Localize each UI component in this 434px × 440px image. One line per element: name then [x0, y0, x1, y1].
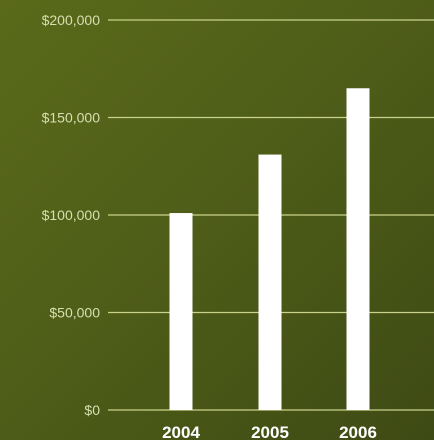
y-tick-label: $0 — [84, 402, 100, 418]
x-axis-category-labels: 2004 2005 2006 — [162, 423, 377, 440]
bar-2004 — [169, 213, 193, 410]
y-tick-label: $150,000 — [42, 110, 101, 126]
y-axis-tick-labels: $0 $50,000 $100,000 $150,000 $200,000 — [42, 12, 101, 418]
y-tick-label: $200,000 — [42, 12, 101, 28]
bars — [169, 88, 370, 410]
bar-2006 — [346, 88, 370, 410]
y-tick-label: $100,000 — [42, 207, 101, 223]
x-category-label: 2004 — [162, 423, 200, 440]
bar-2005 — [258, 154, 282, 410]
x-category-label: 2005 — [251, 423, 289, 440]
x-category-label: 2006 — [339, 423, 377, 440]
y-tick-label: $50,000 — [49, 305, 100, 321]
